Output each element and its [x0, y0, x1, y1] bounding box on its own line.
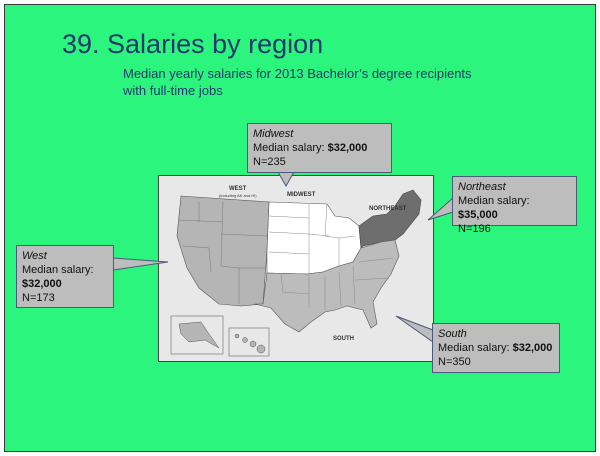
- callout-south-region: South: [438, 328, 467, 340]
- callout-south-n: N=350: [438, 356, 471, 368]
- us-map-graphic: WEST (including AK and HI) MIDWEST NORTH…: [170, 186, 422, 357]
- callout-midwest-salary-label: Median salary:: [253, 142, 328, 154]
- map-label-west: WEST: [229, 186, 247, 192]
- callout-west-region: West: [22, 250, 47, 262]
- callout-south-salary-label: Median salary:: [438, 342, 513, 354]
- midwest-region: [266, 201, 362, 275]
- map-label-south: SOUTH: [333, 336, 354, 342]
- northeast-region: [358, 189, 422, 249]
- slide-title: 39. Salaries by region: [62, 29, 324, 59]
- callout-northeast-salary-label: Median salary:: [458, 195, 530, 207]
- hawaii-shape: [234, 333, 266, 354]
- callout-midwest-salary: $32,000: [327, 142, 368, 154]
- us-region-map: WEST (including AK and HI) MIDWEST NORTH…: [158, 175, 434, 362]
- callout-south-salary: $32,000: [512, 342, 553, 354]
- south-state-borders: [280, 257, 394, 310]
- callout-midwest-n: N=235: [253, 156, 286, 168]
- map-label-west-note: (including AK and HI): [219, 193, 257, 198]
- callout-northeast-salary: $35,000: [458, 209, 498, 221]
- midwest-state-borders: [268, 203, 356, 274]
- callout-south-salary-line: Median salary: $32,000: [438, 341, 554, 355]
- callout-west: West Median salary: $32,000 N=173: [16, 245, 114, 308]
- map-label-northeast: NORTHEAST: [369, 206, 407, 212]
- callout-west-n: N=173: [22, 292, 55, 304]
- callout-midwest: Midwest Median salary: $32,000 N=235: [247, 123, 392, 173]
- callout-northeast-salary-line: Median salary: $35,000: [458, 194, 571, 222]
- callout-midwest-salary-line: Median salary: $32,000: [253, 141, 386, 155]
- slide-subtitle: Median yearly salaries for 2013 Bachelor…: [123, 66, 472, 98]
- callout-northeast: Northeast Median salary: $35,000 N=196: [452, 176, 577, 235]
- map-label-midwest: MIDWEST: [287, 192, 316, 198]
- alaska-shape: [178, 321, 220, 349]
- south-region: [254, 239, 400, 333]
- callout-northeast-n: N=196: [458, 223, 491, 235]
- callout-midwest-region: Midwest: [253, 128, 294, 140]
- callout-west-salary-label: Median salary:: [22, 264, 94, 276]
- callout-south: South Median salary: $32,000 N=350: [432, 323, 560, 373]
- callout-west-salary: $32,000: [22, 278, 62, 290]
- west-region: [176, 195, 270, 307]
- callout-northeast-region: Northeast: [458, 181, 506, 193]
- west-state-borders: [178, 201, 268, 304]
